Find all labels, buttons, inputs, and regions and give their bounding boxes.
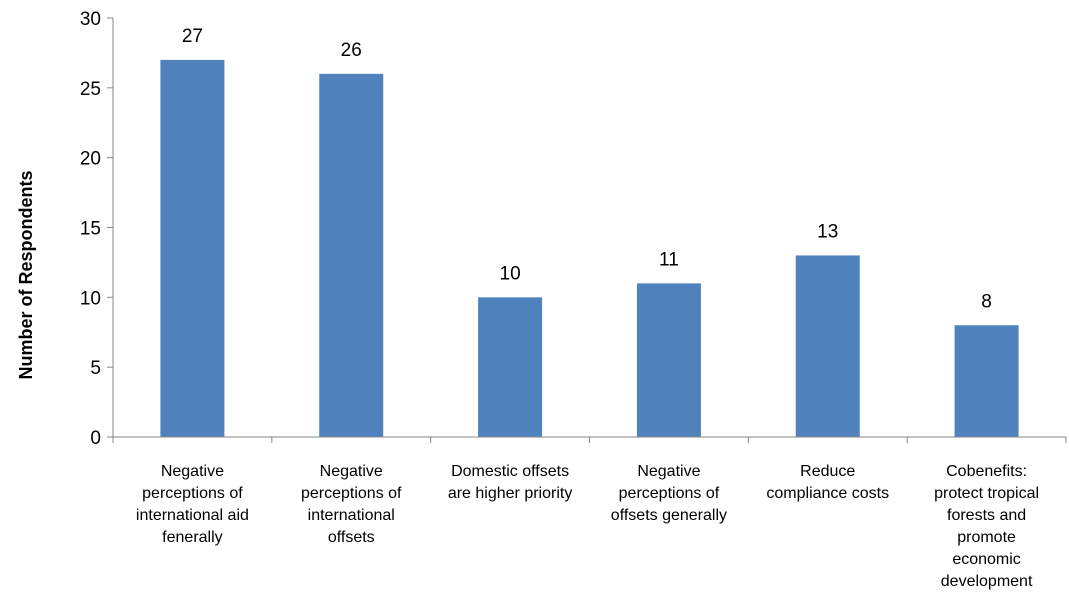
bars-group <box>160 59 1019 438</box>
y-axis-title: Number of Respondents <box>16 170 36 379</box>
category-label-line: protect tropical <box>934 485 1039 502</box>
category-label-line: fenerally <box>162 529 222 546</box>
category-label-line: are higher priority <box>448 485 573 502</box>
category-label-line: Negative <box>637 463 700 480</box>
category-label-line: perceptions of <box>301 485 402 502</box>
bar <box>319 73 384 437</box>
y-tick-label: 20 <box>80 149 101 170</box>
y-tick-label: 0 <box>90 428 101 449</box>
data-label: 13 <box>817 221 838 242</box>
category-label-line: compliance costs <box>766 485 889 502</box>
category-labels: Negative perceptions of international aid f… <box>136 463 1039 590</box>
category-label-line: perceptions of <box>619 485 720 502</box>
category-label-line: Domestic offsets <box>451 463 569 480</box>
bar <box>954 325 1019 437</box>
category-label-line: Negative <box>320 463 383 480</box>
y-tick-label: 10 <box>80 288 101 309</box>
bar <box>636 283 701 437</box>
category-label-line: Reduce <box>800 463 855 480</box>
axes-group <box>107 17 1067 443</box>
category-label-line: forests and <box>947 507 1026 524</box>
data-label: 10 <box>500 263 521 284</box>
bar <box>160 59 225 438</box>
category-label: Negative perceptions of offsets generally <box>611 463 727 524</box>
category-label: Negative perceptions of international aid f… <box>136 463 249 546</box>
bar <box>795 255 860 437</box>
category-label-line: Cobenefits: <box>946 463 1027 480</box>
y-tick-labels: 0 5 10 15 20 25 30 <box>80 9 101 449</box>
data-label: 11 <box>659 249 679 270</box>
y-tick-label: 15 <box>80 219 101 240</box>
category-label-line: international <box>308 507 395 524</box>
category-label-line: promote <box>957 529 1016 546</box>
category-label-line: offsets generally <box>611 507 727 524</box>
data-label: 8 <box>981 291 992 312</box>
data-label: 26 <box>341 40 362 61</box>
y-tick-label: 30 <box>80 9 101 30</box>
data-label: 27 <box>182 26 203 47</box>
y-tick-label: 5 <box>90 358 101 379</box>
category-label-line: perceptions of <box>142 485 243 502</box>
category-label-line: international aid <box>136 507 249 524</box>
category-label: Domestic offsets are higher priority <box>448 463 573 502</box>
category-label: Cobenefits: protect tropical forests and pr… <box>934 463 1039 590</box>
category-label-line: economic <box>952 551 1020 568</box>
category-label-line: development <box>941 573 1033 590</box>
category-label: Reduce compliance costs <box>766 463 889 502</box>
category-label-line: Negative <box>161 463 224 480</box>
y-tick-label: 25 <box>80 79 101 100</box>
category-label-line: offsets <box>328 529 375 546</box>
bar <box>478 297 543 437</box>
data-labels: 27 26 10 11 13 8 <box>182 26 992 312</box>
category-label: Negative perceptions of international offse… <box>301 463 402 546</box>
